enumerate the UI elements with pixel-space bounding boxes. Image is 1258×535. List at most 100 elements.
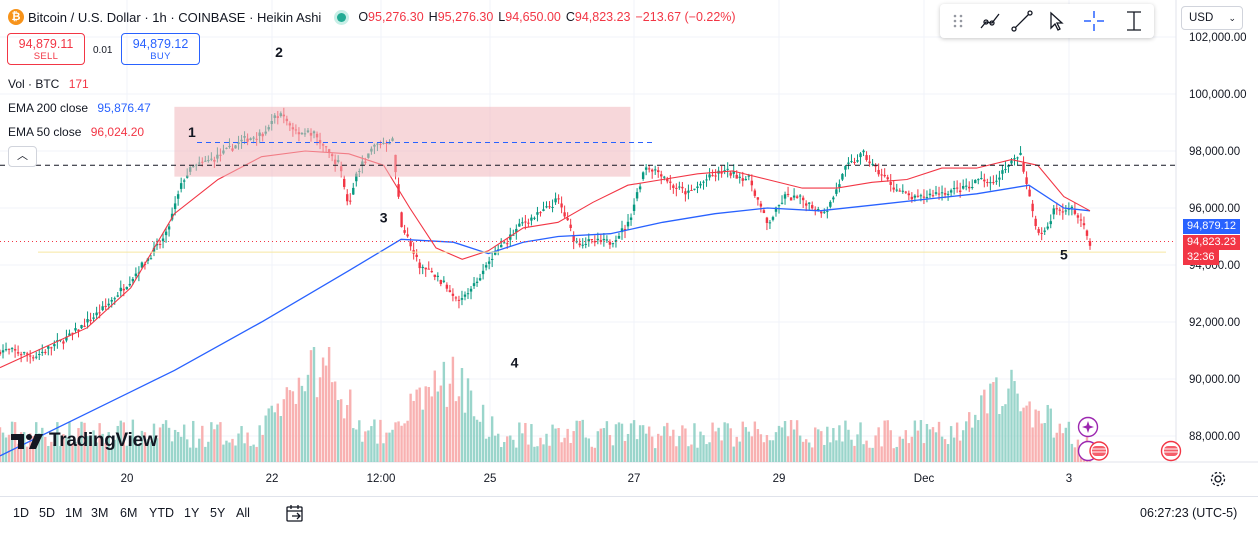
- volume-bar: [578, 420, 581, 462]
- range-button-6m[interactable]: 6M: [120, 506, 138, 520]
- candle-body: [1061, 211, 1065, 213]
- range-button-5y[interactable]: 5Y: [210, 506, 226, 520]
- candle-body: [1022, 162, 1025, 172]
- range-button-5d[interactable]: 5D: [39, 506, 55, 520]
- volume-bar: [294, 403, 298, 462]
- volume-bar: [0, 427, 2, 462]
- candle-body: [343, 178, 346, 187]
- volume-bar: [1028, 401, 1031, 462]
- ema50-indicator[interactable]: EMA 50 close 96,024.20: [8, 125, 144, 139]
- volume-bar: [986, 413, 989, 462]
- candle-body: [675, 187, 678, 189]
- candle-body: [868, 161, 871, 164]
- volume-bar: [179, 436, 183, 462]
- tradingview-logo[interactable]: TradingView: [11, 430, 158, 452]
- price-tick-label: 88,000.00: [1189, 431, 1240, 443]
- volume-bar: [666, 422, 669, 462]
- volume-bar: [246, 432, 249, 462]
- volume-bar: [560, 442, 563, 462]
- volume-bar: [554, 428, 557, 462]
- volume-bar: [1058, 423, 1062, 462]
- volume-bar: [409, 393, 412, 462]
- volume-bar: [403, 423, 406, 462]
- candle-body: [128, 283, 132, 286]
- crosshair-icon[interactable]: [1080, 7, 1108, 35]
- volume-bar: [186, 439, 189, 462]
- candle-body: [481, 270, 485, 275]
- time-tick-label: 27: [628, 473, 641, 485]
- trend-line-icon[interactable]: [976, 7, 1004, 35]
- settings-gear-icon[interactable]: [1209, 470, 1227, 488]
- sparkle-icon[interactable]: [1077, 416, 1099, 438]
- candle-body: [965, 185, 968, 187]
- drag-handle-icon[interactable]: [944, 7, 972, 35]
- volume-bar: [1001, 406, 1004, 462]
- volume-bar: [487, 436, 491, 462]
- market-status-icon[interactable]: [337, 12, 347, 22]
- candle-body: [850, 161, 853, 163]
- date-range-calendar-icon[interactable]: [284, 503, 306, 525]
- volume-bar: [998, 414, 1001, 462]
- range-button-all[interactable]: All: [236, 506, 250, 520]
- candle-body: [877, 169, 880, 175]
- candle-body: [587, 239, 590, 242]
- collapse-legend-button[interactable]: ︿: [8, 146, 37, 167]
- range-button-ytd[interactable]: YTD: [149, 506, 174, 520]
- candle-body: [690, 190, 693, 192]
- volume-bar: [729, 428, 732, 462]
- range-button-3m[interactable]: 3M: [91, 506, 109, 520]
- volume-bar: [545, 433, 548, 462]
- candle-body: [44, 351, 47, 353]
- volume-bar: [146, 439, 150, 462]
- candle-body: [83, 325, 86, 327]
- cursor-icon[interactable]: [1042, 7, 1070, 35]
- range-button-1y[interactable]: 1Y: [184, 506, 200, 520]
- candle-body: [86, 319, 89, 323]
- candle-body: [974, 180, 977, 184]
- wave-label: 1: [188, 124, 196, 140]
- buy-button[interactable]: 94,879.12 BUY: [121, 33, 200, 65]
- range-button-1m[interactable]: 1M: [65, 506, 83, 520]
- candle-body: [484, 265, 488, 268]
- candle-body: [421, 266, 424, 269]
- sell-button[interactable]: 94,879.11 SELL: [7, 33, 85, 65]
- volume-bar: [77, 428, 80, 462]
- clock-readout[interactable]: 06:27:23 (UTC-5): [1140, 506, 1238, 520]
- candle-body: [47, 346, 50, 349]
- volume-bar: [152, 423, 156, 462]
- volume-bar: [315, 397, 319, 462]
- candle-body: [983, 179, 986, 182]
- us-flag-event-icon[interactable]: [1160, 440, 1182, 462]
- volume-bar: [696, 447, 699, 462]
- volume-bar: [762, 442, 766, 462]
- candle-body: [865, 155, 868, 160]
- volume-bar: [131, 419, 135, 462]
- candle-body: [907, 193, 911, 196]
- volume-indicator[interactable]: Vol · BTC 171: [8, 77, 89, 91]
- volume-bar: [563, 437, 566, 462]
- range-button-1d[interactable]: 1D: [13, 506, 29, 520]
- candle-body: [89, 319, 92, 322]
- volume-bar: [838, 425, 841, 462]
- volume-bar: [349, 389, 352, 462]
- volume-bar: [1013, 381, 1016, 462]
- volume-bar: [856, 434, 859, 462]
- candle-body: [626, 221, 630, 227]
- volume-bar: [584, 437, 587, 462]
- symbol-title[interactable]: Bitcoin / U.S. Dollar · 1h · COINBASE · …: [28, 9, 322, 25]
- candle-body: [1052, 208, 1055, 215]
- candle-body: [789, 197, 793, 201]
- candle-body: [140, 262, 144, 268]
- volume-bar: [234, 445, 237, 462]
- measure-icon[interactable]: [1120, 7, 1148, 35]
- economic-event-icon[interactable]: [1077, 440, 1111, 462]
- volume-bar: [466, 378, 470, 462]
- volume-bar: [910, 436, 914, 462]
- currency-select[interactable]: USD ⌄: [1181, 6, 1243, 30]
- ema200-indicator[interactable]: EMA 200 close 95,876.47: [8, 101, 151, 115]
- line-icon[interactable]: [1008, 7, 1036, 35]
- candle-body: [931, 195, 935, 197]
- candle-body: [735, 174, 738, 179]
- candle-body: [478, 278, 482, 281]
